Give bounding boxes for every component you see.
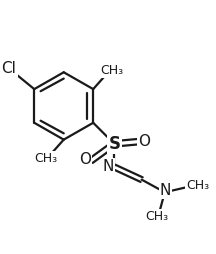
Text: O: O (79, 152, 91, 167)
Text: CH₃: CH₃ (145, 210, 168, 223)
Text: CH₃: CH₃ (34, 152, 57, 165)
Text: S: S (108, 135, 120, 153)
Text: N: N (160, 183, 171, 198)
Text: Cl: Cl (2, 60, 16, 75)
Text: CH₃: CH₃ (186, 179, 209, 192)
Text: O: O (138, 134, 150, 149)
Text: CH₃: CH₃ (101, 64, 124, 77)
Text: N: N (103, 159, 114, 174)
